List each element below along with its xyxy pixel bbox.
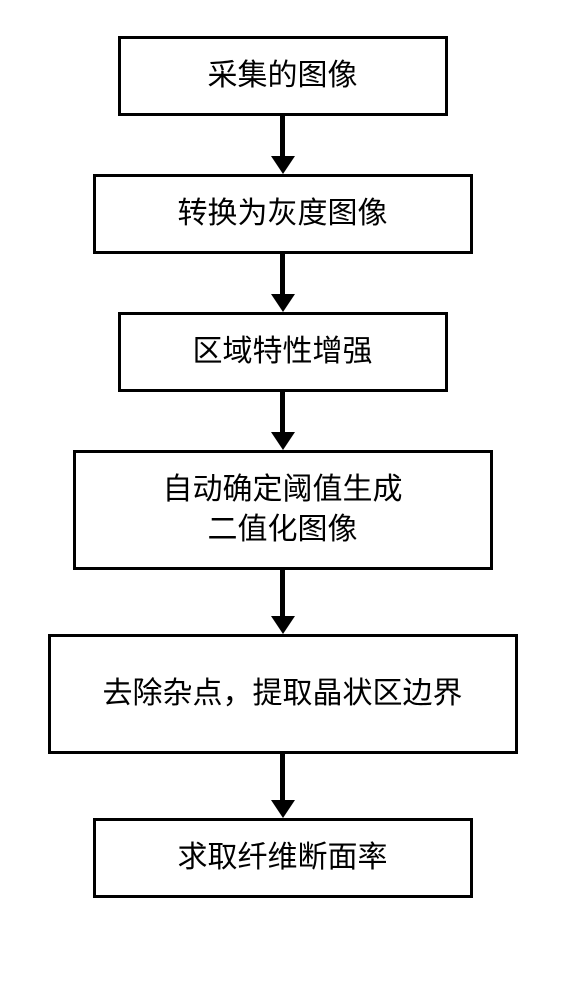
flow-node-n4: 自动确定阈值生成 二值化图像 (73, 450, 493, 570)
arrow-shaft (280, 254, 285, 294)
flow-arrow (271, 116, 295, 174)
flow-node-n2: 转换为灰度图像 (93, 174, 473, 254)
flow-arrow (271, 254, 295, 312)
arrow-shaft (280, 116, 285, 156)
arrow-shaft (280, 392, 285, 432)
flow-node-label: 去除杂点，提取晶状区边界 (103, 674, 463, 715)
flow-node-label: 采集的图像 (208, 56, 358, 97)
flow-arrow (271, 570, 295, 634)
flowchart-container: 采集的图像转换为灰度图像区域特性增强自动确定阈值生成 二值化图像去除杂点，提取晶… (0, 0, 565, 898)
flow-node-label: 转换为灰度图像 (178, 194, 388, 235)
arrow-shaft (280, 754, 285, 800)
arrow-head-icon (271, 616, 295, 634)
flow-node-n3: 区域特性增强 (118, 312, 448, 392)
flow-node-n5: 去除杂点，提取晶状区边界 (48, 634, 518, 754)
arrow-head-icon (271, 156, 295, 174)
flow-node-n6: 求取纤维断面率 (93, 818, 473, 898)
arrow-head-icon (271, 294, 295, 312)
arrow-head-icon (271, 800, 295, 818)
flow-arrow (271, 392, 295, 450)
flow-node-label: 自动确定阈值生成 二值化图像 (163, 470, 403, 551)
arrow-shaft (280, 570, 285, 616)
flow-node-label: 区域特性增强 (193, 332, 373, 373)
flow-node-n1: 采集的图像 (118, 36, 448, 116)
flow-node-label: 求取纤维断面率 (178, 838, 388, 879)
arrow-head-icon (271, 432, 295, 450)
flow-arrow (271, 754, 295, 818)
